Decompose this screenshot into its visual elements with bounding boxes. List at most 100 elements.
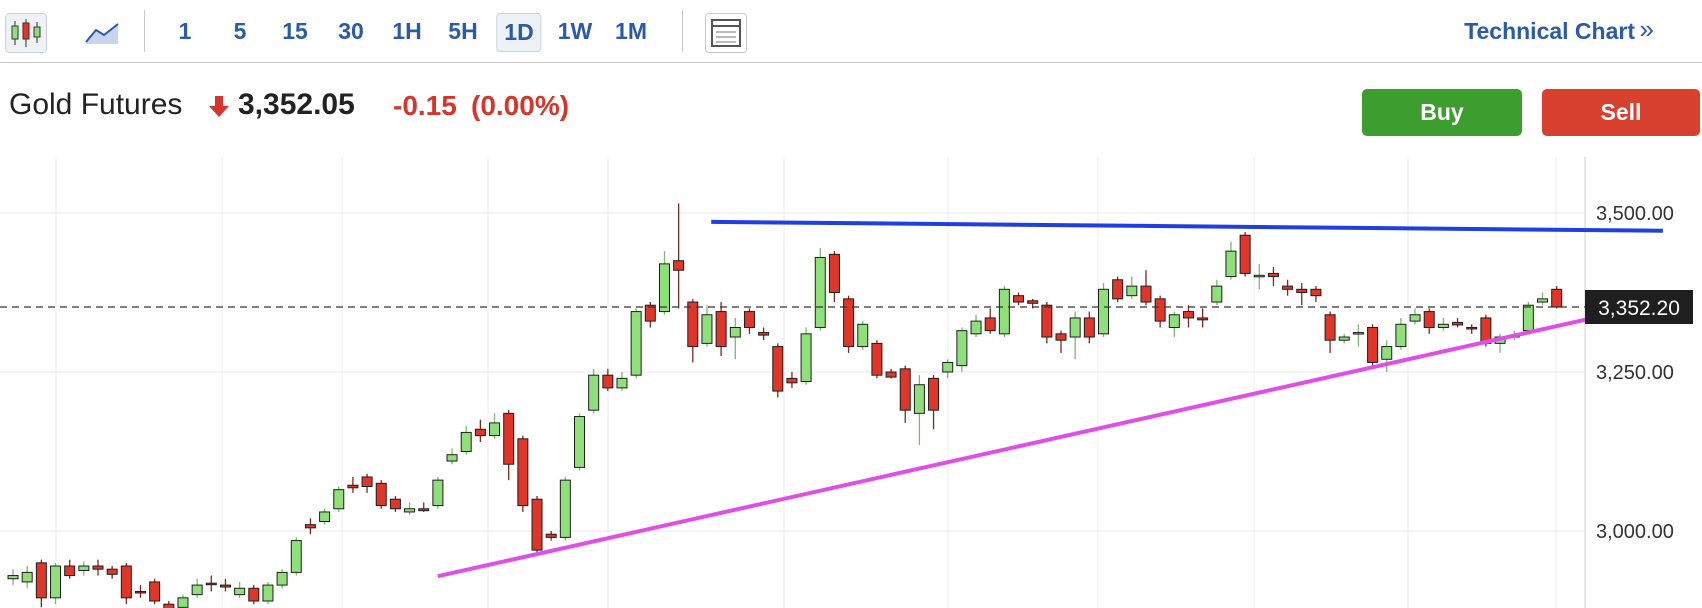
- candle-body: [956, 330, 968, 367]
- candle-body: [814, 257, 826, 328]
- candle-body: [460, 431, 472, 453]
- candle-body: [1310, 288, 1322, 297]
- candle-body: [772, 346, 784, 392]
- interval-button[interactable]: 1M: [615, 18, 647, 44]
- candle-body: [1352, 332, 1364, 335]
- candle-body: [559, 479, 571, 538]
- candle-body: [1367, 326, 1379, 363]
- candle-body: [1055, 333, 1067, 341]
- buy-button[interactable]: Buy: [1362, 89, 1522, 136]
- candle-body: [389, 498, 401, 510]
- plot: [7, 203, 1563, 608]
- instrument-name: Gold Futures: [9, 88, 183, 121]
- candle-body: [191, 584, 203, 596]
- candle-body: [50, 565, 62, 599]
- candle-body: [78, 565, 90, 571]
- candle-body: [446, 454, 458, 462]
- candle-body: [1267, 272, 1279, 278]
- candle-icon[interactable]: [5, 13, 47, 53]
- candle-body: [616, 377, 628, 389]
- interval-button[interactable]: 1H: [392, 18, 422, 44]
- candle-body: [375, 482, 387, 507]
- interval-button[interactable]: 1: [178, 18, 192, 44]
- candle-body: [163, 603, 175, 608]
- interval-button[interactable]: 5: [233, 18, 247, 44]
- candle-body: [1452, 321, 1464, 326]
- candle-body: [574, 416, 586, 468]
- candle-body: [998, 288, 1010, 335]
- candle-body: [517, 438, 529, 507]
- candle-body: [276, 571, 288, 586]
- candle-body: [843, 298, 855, 348]
- candle-body: [290, 540, 302, 573]
- link-arrow[interactable]: »: [1639, 14, 1654, 44]
- candle-body: [729, 326, 741, 338]
- interval-button[interactable]: 5H: [448, 18, 478, 44]
- candle-body: [1225, 250, 1237, 278]
- candle-body: [106, 568, 118, 575]
- candle-body: [1013, 295, 1025, 303]
- interval-button[interactable]: 15: [282, 18, 308, 44]
- y-tick-label: 3,000.00: [1596, 521, 1674, 543]
- sell-button[interactable]: Sell: [1542, 89, 1700, 136]
- candle-body: [913, 384, 925, 414]
- candle-body: [1551, 288, 1563, 308]
- candle-body: [871, 342, 883, 376]
- candle-body: [743, 311, 755, 328]
- candle-body: [1537, 298, 1549, 303]
- candle-body: [1168, 314, 1180, 328]
- candle-body: [928, 377, 940, 411]
- price: 3,352.05: [238, 88, 355, 121]
- candle-body: [64, 565, 76, 577]
- candle-body: [474, 428, 486, 437]
- candle-body: [545, 533, 557, 538]
- candle-body: [404, 508, 416, 513]
- candle-body: [248, 587, 260, 602]
- change-percent: (0.00%): [471, 90, 570, 121]
- interval-button[interactable]: 30: [338, 18, 364, 44]
- candle-body: [262, 584, 274, 602]
- line-icon[interactable]: [84, 18, 120, 46]
- change: -0.15: [393, 90, 457, 121]
- candle-body: [1069, 317, 1081, 338]
- candle-body: [319, 511, 331, 522]
- candle-body: [1154, 298, 1166, 322]
- candle-body: [1211, 285, 1223, 303]
- trendline: [437, 303, 1651, 579]
- candle-body: [1140, 285, 1152, 303]
- candle-body: [658, 263, 670, 313]
- candle-body: [432, 479, 444, 507]
- layout-icon[interactable]: [705, 13, 747, 53]
- trendline: [711, 219, 1663, 233]
- candle-body: [205, 582, 217, 586]
- candle-body: [588, 374, 600, 411]
- interval-button[interactable]: 1D: [496, 13, 542, 52]
- toolbar: 1 5 15 30 1H 5H 1D 1W 1M Technical Chart »: [0, 0, 1702, 63]
- candle-body: [347, 484, 359, 489]
- technical-chart-link[interactable]: Technical Chart: [1464, 18, 1635, 44]
- candle-body: [758, 332, 770, 336]
- candle-body: [885, 371, 897, 378]
- interval-button[interactable]: 1W: [557, 18, 593, 44]
- candle-body: [120, 565, 132, 599]
- last-price-label: 3,352.20: [1598, 297, 1680, 320]
- down-arrow: [209, 96, 229, 117]
- candle-body: [333, 489, 345, 510]
- candle-body: [1027, 300, 1039, 304]
- candle-body: [1197, 317, 1209, 321]
- candle-body: [687, 301, 699, 348]
- candle-body: [630, 311, 642, 376]
- candle-body: [1381, 346, 1393, 360]
- last-price-box: [1585, 289, 1693, 324]
- y-tick-label: 3,250.00: [1596, 362, 1674, 384]
- candle-body: [21, 571, 33, 583]
- candle-body: [602, 374, 614, 389]
- candle-body: [1182, 311, 1194, 319]
- candle-body: [673, 260, 685, 271]
- candle-body: [1041, 304, 1053, 338]
- candle-body: [701, 314, 713, 344]
- candle-body: [219, 584, 231, 588]
- candle-body: [1097, 288, 1109, 335]
- candle-body: [1466, 326, 1478, 330]
